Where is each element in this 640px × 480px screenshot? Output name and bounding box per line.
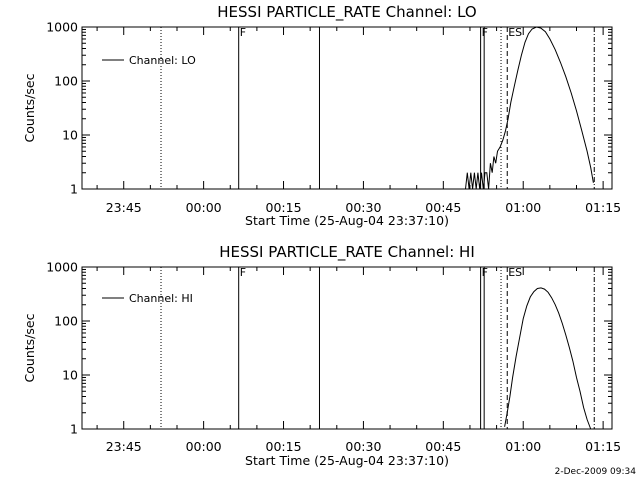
y-tick-label: 100 (54, 74, 78, 89)
y-tick-label: 1 (70, 422, 78, 437)
x-tick-label: 01:00 (505, 200, 541, 215)
y-tick-label: 10 (62, 128, 78, 143)
event-marker-label: F (482, 26, 488, 39)
y-axis-label: Counts/sec (22, 73, 37, 142)
series-line (465, 26, 594, 190)
y-tick-label: 1 (70, 182, 78, 197)
x-tick-label: 00:15 (266, 200, 302, 215)
x-tick-label: 00:45 (425, 200, 461, 215)
event-marker-label: F (240, 26, 246, 39)
x-tick-label: 23:45 (106, 439, 142, 454)
y-tick-label: 100 (54, 314, 78, 329)
event-marker-label: F (240, 266, 246, 279)
y-tick-label: 10 (62, 368, 78, 383)
y-tick-label: 1000 (46, 20, 78, 35)
event-marker-label: F (482, 266, 488, 279)
event-marker-label: ES (508, 26, 522, 39)
x-tick-label: 00:15 (266, 439, 302, 454)
x-axis-label: Start Time (25-Aug-04 23:37:10) (245, 453, 449, 468)
legend-label: Channel: HI (129, 292, 193, 305)
x-tick-label: 00:30 (345, 439, 381, 454)
y-axis-label: Counts/sec (22, 313, 37, 382)
y-tick-label: 1000 (46, 260, 78, 275)
x-tick-label: 01:00 (505, 439, 541, 454)
chart-title: HESSI PARTICLE_RATE Channel: HI (219, 243, 475, 262)
panel-lo: HESSI PARTICLE_RATE Channel: LO 1 10 100 100… (22, 3, 621, 228)
x-tick-label: 00:45 (425, 439, 461, 454)
plot-frame (81, 26, 613, 190)
series-line (504, 287, 592, 430)
x-tick-label: 01:15 (585, 439, 621, 454)
plot-frame (81, 266, 613, 430)
x-tick-label: 23:45 (106, 200, 142, 215)
x-tick-label: 01:15 (585, 200, 621, 215)
footer-timestamp: 2-Dec-2009 09:34 (555, 467, 637, 477)
event-marker-label: ES (508, 266, 522, 279)
chart-title: HESSI PARTICLE_RATE Channel: LO (217, 3, 476, 22)
panel-hi: HESSI PARTICLE_RATE Channel: HI 1 10 100 100… (22, 243, 621, 468)
x-tick-label: 00:00 (186, 439, 222, 454)
x-axis-label: Start Time (25-Aug-04 23:37:10) (245, 213, 449, 228)
legend-label: Channel: LO (129, 54, 196, 67)
x-tick-label: 00:00 (186, 200, 222, 215)
x-tick-label: 00:30 (345, 200, 381, 215)
